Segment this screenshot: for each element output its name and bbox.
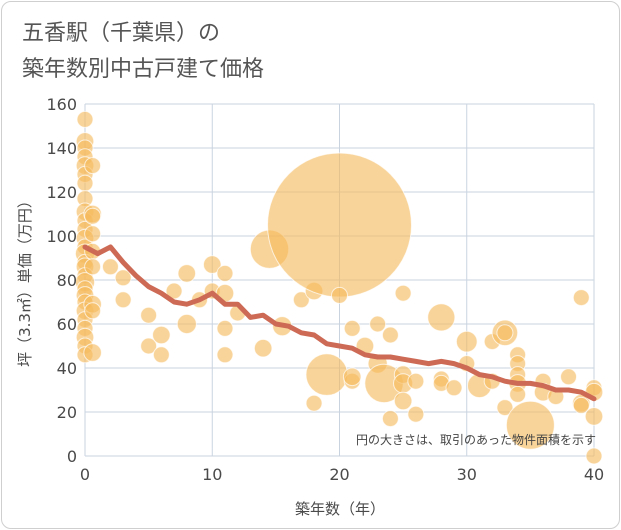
x-axis-ticks: 0 10 20 30 40 <box>80 465 604 484</box>
bubble-point-52 <box>216 346 234 364</box>
bubble-point-47 <box>202 255 222 274</box>
x-tick-label-3: 30 <box>457 465 477 484</box>
bubble-series <box>74 110 604 465</box>
bubble-point-75 <box>393 391 413 411</box>
bubble-point-35 <box>83 343 102 362</box>
bubble-point-0 <box>76 110 94 128</box>
bubble-point-61 <box>267 152 412 298</box>
bubble-point-63 <box>343 319 361 337</box>
bubble-point-45 <box>176 313 197 335</box>
x-tick-label-0: 0 <box>80 465 90 484</box>
y-tick-label-3: 60 <box>57 315 77 334</box>
x-tick-label-4: 40 <box>584 465 604 484</box>
y-tick-label-6: 120 <box>46 183 77 202</box>
y-tick-label-0: 0 <box>67 447 77 466</box>
bubble-size-note: 円の大きさは、取引のあった物件面積を示す <box>356 432 596 447</box>
bubble-point-72 <box>394 284 412 302</box>
bubble-point-99 <box>560 368 578 386</box>
bubble-point-36 <box>101 258 119 276</box>
bubble-point-82 <box>455 330 478 353</box>
bubble-point-39 <box>140 306 158 324</box>
x-tick-label-2: 20 <box>329 465 349 484</box>
bubble-point-59 <box>305 394 323 412</box>
bubble-point-40 <box>140 337 158 355</box>
y-tick-label-7: 140 <box>46 139 77 158</box>
bubble-point-89 <box>496 399 514 417</box>
bubble-point-29 <box>84 207 102 225</box>
chart-title: 五香駅（千葉県）の 築年数別中古戸建て価格 <box>22 16 264 88</box>
bubble-point-38 <box>114 291 132 309</box>
bubble-point-100 <box>572 289 590 307</box>
y-tick-label-5: 100 <box>46 227 77 246</box>
bubble-point-105 <box>584 407 604 426</box>
bubble-point-41 <box>152 325 171 345</box>
bubble-point-51 <box>216 319 234 337</box>
bubble-point-71 <box>381 410 399 428</box>
bubble-point-6 <box>76 174 94 192</box>
bubble-point-77 <box>407 405 425 423</box>
bubble-point-32 <box>84 258 102 276</box>
chart-title-line-1: 五香駅（千葉県）の <box>22 21 221 46</box>
bubble-point-102 <box>572 396 590 414</box>
bubble-point-57 <box>292 291 310 309</box>
bubble-point-60 <box>305 353 349 396</box>
bubble-point-95 <box>505 400 555 450</box>
bubble-point-30 <box>84 225 102 243</box>
bubble-point-42 <box>152 346 170 364</box>
bubble-point-62 <box>331 286 348 304</box>
bubble-point-81 <box>445 379 463 397</box>
y-axis-label: 坪（3.3㎡）単価（万円） <box>16 193 34 367</box>
bubble-point-34 <box>84 302 102 320</box>
bubble-point-70 <box>381 326 399 344</box>
y-axis-ticks: 0 20 40 60 80 100 120 140 160 <box>46 95 77 466</box>
bubble-point-44 <box>177 264 197 283</box>
x-tick-label-1: 10 <box>202 465 222 484</box>
bubble-point-65 <box>342 367 362 387</box>
chart-title-line-2: 築年数別中古戸建て価格 <box>22 57 265 82</box>
y-tick-label-1: 20 <box>57 403 77 422</box>
bubble-point-88 <box>496 324 514 342</box>
bubble-point-78 <box>427 303 456 332</box>
y-tick-label-4: 80 <box>57 271 77 290</box>
bubble-point-37 <box>114 269 132 287</box>
bubble-point-94 <box>509 385 527 403</box>
trend-line <box>82 244 597 402</box>
bubble-point-67 <box>369 315 387 333</box>
y-tick-label-2: 40 <box>57 359 77 378</box>
y-tick-label-8: 160 <box>46 95 77 114</box>
bubble-point-106 <box>585 447 603 465</box>
x-axis-label: 築年数（年） <box>295 500 385 518</box>
bubble-point-49 <box>216 264 234 282</box>
bubble-point-54 <box>253 338 273 358</box>
bubble-point-76 <box>407 372 425 390</box>
bubble-point-27 <box>84 157 102 175</box>
